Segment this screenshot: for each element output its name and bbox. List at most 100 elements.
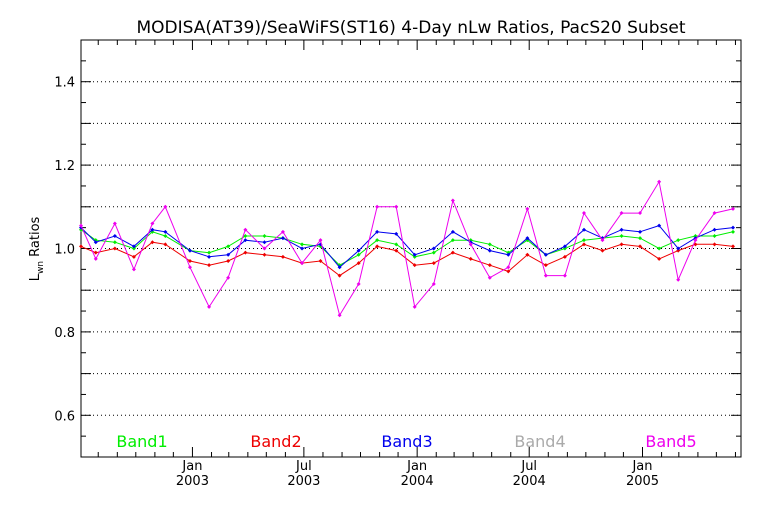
data-point	[450, 238, 455, 243]
data-point	[657, 256, 662, 261]
data-point	[431, 250, 436, 255]
data-point	[730, 225, 735, 230]
data-point	[562, 254, 567, 259]
x-tick-label-month: Jan	[181, 459, 202, 474]
x-tick-label-month: Jul	[520, 459, 537, 474]
data-point	[487, 263, 492, 268]
data-point	[712, 227, 717, 232]
data-point	[356, 261, 361, 266]
data-point	[262, 240, 267, 245]
data-point	[562, 246, 567, 251]
data-point	[657, 246, 662, 251]
series-line	[80, 225, 734, 269]
data-point	[543, 252, 548, 257]
data-point	[506, 269, 511, 274]
data-point	[487, 242, 492, 247]
data-point	[280, 236, 285, 241]
data-point	[300, 246, 305, 251]
data-point	[562, 244, 567, 249]
data-point	[243, 227, 248, 232]
data-point	[318, 238, 323, 243]
y-tick-label: 0.8	[54, 326, 75, 341]
data-point	[243, 238, 248, 243]
chart-title: MODISA(AT39)/SeaWiFS(ST16) 4-Day nLw Rat…	[137, 18, 686, 38]
data-point	[262, 246, 267, 251]
data-point	[638, 244, 643, 249]
data-point	[187, 265, 192, 270]
data-point	[207, 263, 212, 268]
y-axis-label-rest: Ratios	[28, 216, 43, 261]
data-point	[730, 229, 735, 234]
data-point	[676, 238, 681, 243]
data-point	[582, 238, 587, 243]
data-point	[712, 233, 717, 238]
data-point	[582, 227, 587, 232]
data-point	[243, 233, 248, 238]
data-point	[638, 211, 643, 216]
data-point	[412, 304, 417, 309]
data-point	[506, 252, 511, 257]
y-axis-label-sub: wn	[36, 261, 46, 274]
data-point	[676, 277, 681, 282]
data-point	[131, 254, 136, 259]
series-line	[80, 241, 734, 277]
data-point	[676, 248, 681, 253]
data-point	[412, 263, 417, 268]
data-point	[93, 256, 98, 261]
data-point	[543, 263, 548, 268]
data-point	[693, 238, 698, 243]
y-tick-label: 1.0	[54, 243, 75, 258]
data-point	[226, 244, 231, 249]
data-point	[487, 248, 492, 253]
data-point	[280, 254, 285, 259]
series-line	[80, 180, 734, 317]
data-point	[112, 240, 117, 245]
data-point	[730, 206, 735, 211]
legend-entry: Band4	[514, 432, 565, 451]
data-point	[150, 240, 155, 245]
data-point	[131, 244, 136, 249]
data-point	[638, 236, 643, 241]
data-point	[337, 273, 342, 278]
data-point	[619, 242, 624, 247]
data-point	[79, 244, 83, 249]
data-point	[163, 229, 168, 234]
series-band5	[79, 179, 735, 318]
data-point	[600, 248, 605, 253]
x-tick-label-year: 2004	[513, 474, 546, 489]
data-point	[131, 246, 136, 251]
data-point	[79, 223, 83, 228]
plot-frame	[80, 39, 742, 458]
data-point	[262, 252, 267, 257]
data-point	[394, 204, 399, 209]
y-tick-label: 1.2	[54, 159, 75, 174]
data-point	[163, 233, 168, 238]
data-point	[394, 248, 399, 253]
data-point	[431, 261, 436, 266]
y-axis: 0.6 0.8 1.0 1.2 1.4	[54, 39, 741, 458]
data-point	[487, 275, 492, 280]
data-point	[207, 304, 212, 309]
data-point	[394, 231, 399, 236]
data-point	[525, 252, 530, 257]
data-point	[582, 242, 587, 247]
data-point	[318, 259, 323, 264]
data-point	[657, 223, 662, 228]
y-axis-label: Lwn Ratios	[28, 216, 46, 281]
data-point	[412, 254, 417, 259]
data-point	[337, 313, 342, 318]
data-point	[450, 229, 455, 234]
data-point	[600, 238, 605, 243]
data-point	[93, 240, 98, 245]
data-point	[112, 233, 117, 238]
data-point	[187, 259, 192, 264]
data-point	[525, 206, 530, 211]
data-point	[356, 248, 361, 253]
data-point	[375, 244, 380, 249]
data-point	[163, 242, 168, 247]
data-point	[150, 227, 155, 232]
data-point	[207, 250, 212, 255]
data-point	[187, 248, 192, 253]
data-point	[468, 256, 473, 261]
